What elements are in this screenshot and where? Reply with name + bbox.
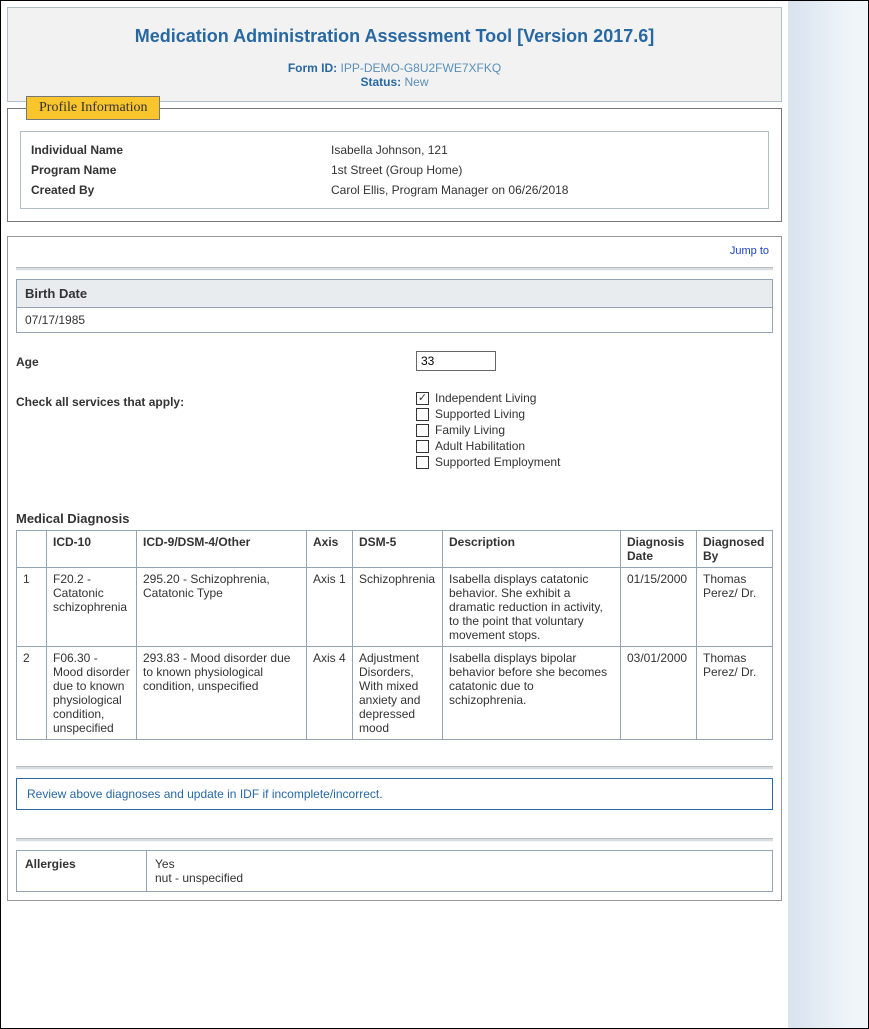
profile-tab: Profile Information: [26, 96, 160, 120]
age-label: Age: [16, 351, 416, 371]
diag-col-header: Description: [443, 531, 621, 568]
service-option[interactable]: ✓Independent Living: [416, 391, 773, 405]
diag-row: 2F06.30 - Mood disorder due to known phy…: [17, 647, 773, 740]
diag-col-header: DSM-5: [353, 531, 443, 568]
age-row: Age: [16, 351, 773, 371]
service-option[interactable]: Family Living: [416, 423, 773, 437]
status-line: Status: New: [18, 75, 771, 89]
service-option[interactable]: Supported Employment: [416, 455, 773, 469]
form-header: Medication Administration Assessment Too…: [7, 7, 782, 102]
checkbox-icon[interactable]: ✓: [416, 392, 429, 405]
diag-col-header: Axis: [307, 531, 353, 568]
checkbox-icon[interactable]: [416, 440, 429, 453]
allergies-value: Yes nut - unspecified: [147, 851, 773, 892]
checkbox-icon[interactable]: [416, 424, 429, 437]
diagnosis-title: Medical Diagnosis: [16, 511, 773, 526]
allergies-label: Allergies: [17, 851, 147, 892]
diag-col-header: Diagnosis Date: [621, 531, 697, 568]
profile-row: Individual Name Isabella Johnson, 121: [31, 140, 758, 160]
birth-date-value: 07/17/1985: [16, 308, 773, 333]
services-row: Check all services that apply: ✓Independ…: [16, 391, 773, 471]
diag-row: 1F20.2 - Catatonic schizophrenia295.20 -…: [17, 568, 773, 647]
birth-date-block: Birth Date 07/17/1985: [16, 279, 773, 333]
checkbox-icon[interactable]: [416, 456, 429, 469]
service-option[interactable]: Supported Living: [416, 407, 773, 421]
profile-row: Created By Carol Ellis, Program Manager …: [31, 180, 758, 200]
birth-date-label: Birth Date: [16, 279, 773, 308]
form-id-line: Form ID: IPP-DEMO-G8U2FWE7XFKQ: [18, 61, 771, 75]
diag-col-header: ICD-9/DSM-4/Other: [137, 531, 307, 568]
profile-section: Profile Information Individual Name Isab…: [7, 108, 782, 222]
allergies-table: Allergies Yes nut - unspecified: [16, 850, 773, 892]
diagnosis-note: Review above diagnoses and update in IDF…: [16, 778, 773, 810]
side-gradient: [788, 1, 868, 1028]
services-label: Check all services that apply:: [16, 391, 416, 471]
form-title: Medication Administration Assessment Too…: [18, 26, 771, 47]
profile-row: Program Name 1st Street (Group Home): [31, 160, 758, 180]
diag-col-header: [17, 531, 47, 568]
jump-to-link[interactable]: Jump to: [16, 243, 773, 263]
service-option[interactable]: Adult Habilitation: [416, 439, 773, 453]
checkbox-icon[interactable]: [416, 408, 429, 421]
age-input[interactable]: [416, 351, 496, 371]
diag-col-header: ICD-10: [47, 531, 137, 568]
content-section: Jump to Birth Date 07/17/1985 Age Check …: [7, 236, 782, 901]
diagnosis-table: ICD-10ICD-9/DSM-4/OtherAxisDSM-5Descript…: [16, 530, 773, 740]
diag-col-header: Diagnosed By: [697, 531, 773, 568]
